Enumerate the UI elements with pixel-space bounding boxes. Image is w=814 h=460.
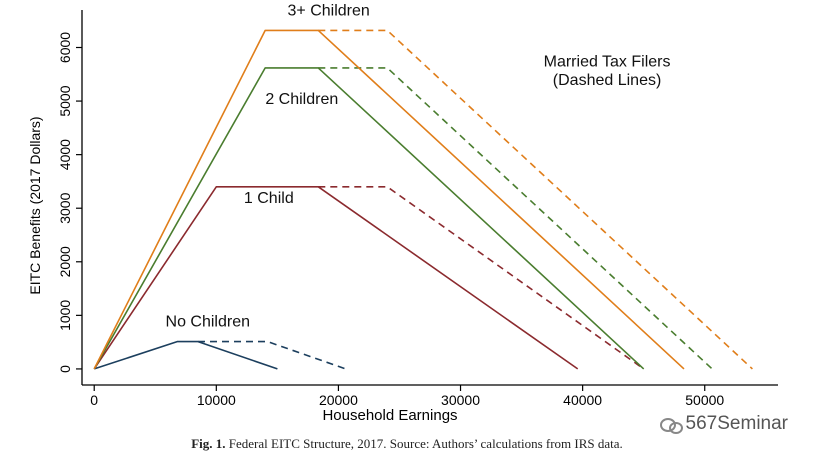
series-line-2-children-single — [93, 67, 645, 370]
watermark-text: 567Seminar — [685, 413, 788, 434]
caption-label: Fig. 1. — [191, 436, 226, 451]
chat-bubble-icon — [659, 416, 683, 434]
x-tick-label: 50000 — [685, 392, 724, 408]
y-tick-label: 2000 — [57, 246, 73, 277]
x-tick-label: 20000 — [319, 392, 358, 408]
annotation-1-child: 1 Child — [244, 190, 294, 207]
y-tick-label: 1000 — [57, 300, 73, 331]
annotation-3-children: 3+ Children — [288, 2, 370, 19]
annotation-dashed-lines: (Dashed Lines) — [553, 72, 662, 89]
series-line-1-child-married — [318, 186, 645, 370]
series-group — [93, 29, 753, 370]
y-tick-label: 0 — [57, 365, 73, 373]
y-axis-title: EITC Benefits (2017 Dollars) — [27, 116, 43, 294]
annotation-married-tax-filers: Married Tax Filers — [544, 53, 671, 70]
x-axis-title: Household Earnings — [322, 407, 457, 424]
x-tick-label: 10000 — [197, 392, 236, 408]
y-tick-label: 3000 — [57, 192, 73, 223]
x-tick-label: 0 — [90, 392, 98, 408]
series-line-1-child-single — [93, 186, 579, 370]
x-tick-label: 40000 — [563, 392, 602, 408]
y-tick-label: 4000 — [57, 139, 73, 170]
x-tick-label: 30000 — [441, 392, 480, 408]
series-line-no-children-married — [198, 340, 346, 370]
series-line-3-children-single — [93, 29, 685, 370]
y-tick-label: 6000 — [57, 32, 73, 63]
annotation-2-children: 2 Children — [265, 91, 338, 108]
annotation-no-children: No Children — [166, 314, 250, 331]
y-tick-label: 5000 — [57, 85, 73, 116]
series-line-no-children-single — [93, 340, 278, 370]
figure-caption: Fig. 1. Federal EITC Structure, 2017. So… — [0, 436, 814, 452]
watermark: 567Seminar — [659, 413, 788, 435]
axes: 0 1000 2000 3000 4000 5000 6000 0 10000 20000 3000… — [27, 10, 778, 424]
caption-text: Federal EITC Structure, 2017. Source: Au… — [228, 436, 623, 451]
series-line-2-children-married — [318, 67, 713, 370]
annotations: 3+ Children 2 Children Married Tax Filers (… — [166, 2, 671, 330]
series-line-3-children-married — [318, 29, 753, 370]
